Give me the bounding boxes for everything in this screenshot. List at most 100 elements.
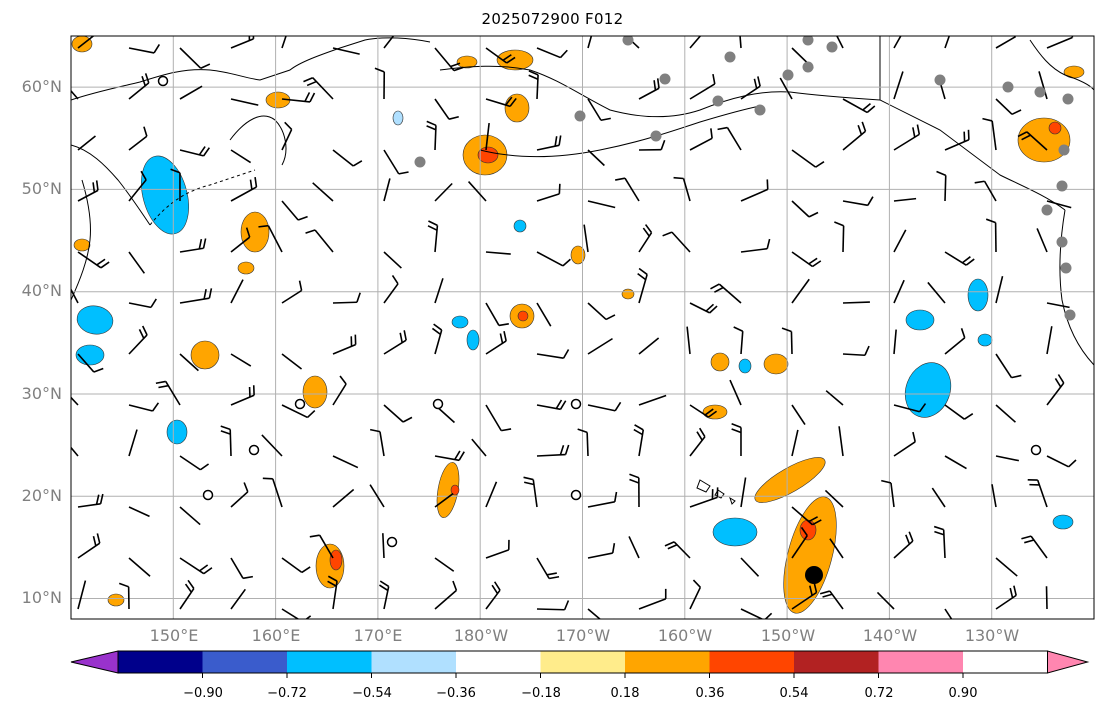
calm-wind-circles xyxy=(157,75,1042,548)
wind-barb xyxy=(77,533,101,559)
wind-barb xyxy=(944,404,974,420)
wind-barb xyxy=(637,267,648,304)
lat-tick-30: 30°N xyxy=(21,384,62,403)
lon-tick-160w: 160°W xyxy=(657,626,713,645)
wind-barb xyxy=(686,326,691,355)
wind-barb xyxy=(791,526,808,559)
wind-barb xyxy=(936,170,947,202)
wind-barb xyxy=(179,353,199,372)
wind-barb xyxy=(1017,131,1048,151)
wind-barb xyxy=(230,227,251,253)
calm-circle xyxy=(570,398,582,410)
wind-barb xyxy=(485,122,490,151)
station-dot xyxy=(782,69,794,81)
wind-barb xyxy=(312,182,334,202)
wind-barb xyxy=(77,36,95,49)
wind-barb xyxy=(842,301,870,304)
coastlines xyxy=(71,36,1094,505)
station-dot xyxy=(414,156,426,168)
lat-tick-50: 50°N xyxy=(21,179,62,198)
calm-circle xyxy=(248,444,260,456)
station-dot xyxy=(826,41,838,53)
wind-barb xyxy=(77,135,96,151)
wind-barb xyxy=(128,429,138,457)
wind-barb xyxy=(281,121,293,151)
wind-barb xyxy=(426,120,437,151)
wind-barb xyxy=(383,149,409,175)
station-dot xyxy=(1062,93,1074,105)
wind-barb xyxy=(536,183,561,202)
wind-barb xyxy=(485,581,501,610)
station-dot xyxy=(1058,144,1070,156)
wind-barb xyxy=(739,36,742,49)
wind-barb xyxy=(1046,36,1074,49)
wind-barb xyxy=(689,404,718,418)
wind-barb xyxy=(536,600,570,611)
wind-barb xyxy=(1038,71,1048,100)
station-dot xyxy=(1060,262,1072,274)
anomaly-contour xyxy=(570,245,586,265)
anomaly-contour xyxy=(466,329,480,351)
anomaly-contour xyxy=(329,549,343,571)
map-frame xyxy=(70,35,1095,620)
colorbar-segment xyxy=(540,651,625,673)
lon-tick-140w: 140°W xyxy=(862,626,918,645)
anomaly-contour xyxy=(783,496,837,614)
wind-barb xyxy=(485,96,517,108)
colorbar xyxy=(70,650,1090,678)
lat-tick-10: 10°N xyxy=(21,588,62,607)
wind-barb xyxy=(638,588,667,610)
colorbar-tick: 0.72 xyxy=(864,686,894,701)
anomaly-contour xyxy=(712,517,758,547)
anomaly-contour xyxy=(621,288,635,300)
wind-barb xyxy=(944,608,953,619)
calm-circle xyxy=(570,489,582,501)
wind-barb xyxy=(689,427,706,457)
colorbar-tick: 0.54 xyxy=(779,686,809,701)
anomaly-contour xyxy=(73,238,91,252)
wind-barb xyxy=(485,330,507,355)
colorbar-tick: 0.36 xyxy=(695,686,725,701)
wind-barb xyxy=(1046,302,1070,309)
wind-barb xyxy=(230,353,252,367)
wind-barb xyxy=(434,47,464,72)
wind-barb xyxy=(893,531,914,559)
anomaly-fields xyxy=(71,36,1085,614)
wind-barb xyxy=(128,557,151,577)
colorbar-tick: −0.36 xyxy=(436,686,476,701)
wind-barb xyxy=(893,36,902,49)
wind-barb xyxy=(485,47,516,64)
wind-barb xyxy=(261,434,283,457)
wind-barb xyxy=(71,89,79,100)
wind-barb xyxy=(382,533,385,559)
wind-barb xyxy=(893,431,916,457)
wind-barb xyxy=(710,283,742,304)
wind-barb xyxy=(995,353,1022,379)
anomaly-contour xyxy=(738,358,752,374)
wind-barb xyxy=(128,44,161,54)
anomaly-contour xyxy=(1052,514,1074,530)
anomaly-contour xyxy=(75,344,105,366)
wind-barb xyxy=(791,582,818,610)
wind-barb xyxy=(332,334,357,355)
wind-barb xyxy=(842,121,867,151)
wind-barb xyxy=(995,275,1004,304)
wind-barb xyxy=(374,67,386,100)
wind-barb xyxy=(179,238,207,253)
wind-barb xyxy=(628,536,640,559)
wind-barb xyxy=(982,117,997,151)
wind-barb xyxy=(71,287,79,304)
wind-barb xyxy=(220,425,232,457)
wind-barb xyxy=(434,492,454,508)
anomaly-contour xyxy=(904,362,952,418)
wind-barb xyxy=(281,557,311,574)
wind-barb xyxy=(71,446,79,457)
wind-barb xyxy=(281,36,287,49)
lon-tick-160e: 160°E xyxy=(251,626,301,645)
anomaly-contour xyxy=(166,419,188,445)
wind-barb xyxy=(77,493,104,508)
wind-barb xyxy=(1021,535,1048,559)
wind-barb xyxy=(536,399,567,411)
wind-barb xyxy=(985,218,997,253)
lat-tick-20: 20°N xyxy=(21,486,62,505)
